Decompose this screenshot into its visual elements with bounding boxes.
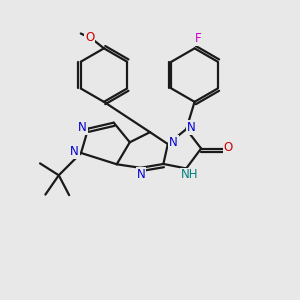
- Text: N: N: [187, 121, 196, 134]
- Text: O: O: [224, 141, 233, 154]
- Text: F: F: [195, 32, 202, 45]
- Text: N: N: [70, 145, 79, 158]
- Text: N: N: [78, 121, 87, 134]
- Text: O: O: [85, 32, 94, 44]
- Text: NH: NH: [181, 169, 198, 182]
- Text: N: N: [169, 136, 178, 149]
- Text: N: N: [137, 168, 146, 181]
